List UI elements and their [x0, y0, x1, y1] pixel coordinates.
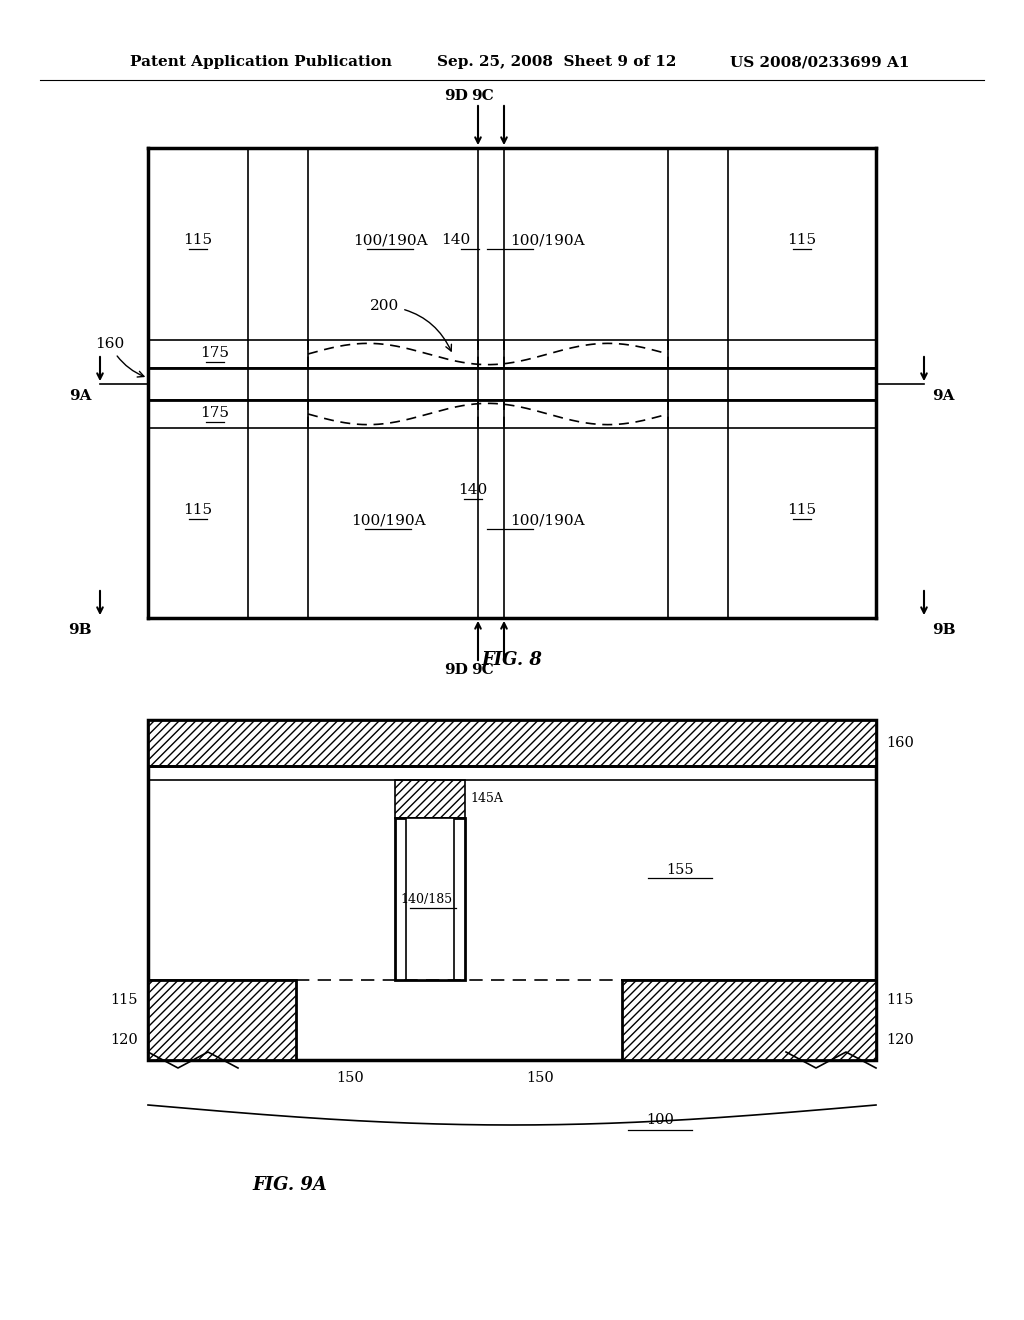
Text: 175: 175	[201, 346, 229, 360]
Bar	[148, 979, 296, 1060]
Text: 115: 115	[787, 503, 816, 517]
Text: 115: 115	[787, 234, 816, 247]
Text: 100/190A: 100/190A	[510, 234, 585, 247]
Text: 160: 160	[886, 737, 913, 750]
Text: US 2008/0233699 A1: US 2008/0233699 A1	[730, 55, 909, 69]
Bar	[148, 719, 876, 766]
Text: 9D: 9D	[444, 663, 468, 677]
Text: 9B: 9B	[69, 623, 92, 638]
Text: 140: 140	[440, 234, 470, 247]
Text: Patent Application Publication: Patent Application Publication	[130, 55, 392, 69]
Text: 115: 115	[886, 993, 913, 1007]
Text: 155: 155	[667, 863, 694, 876]
Text: 175: 175	[201, 407, 229, 420]
Text: 9A: 9A	[70, 389, 92, 403]
Text: 9D: 9D	[444, 88, 468, 103]
Text: 150: 150	[526, 1071, 554, 1085]
Text: 145A: 145A	[470, 792, 503, 805]
Text: FIG. 9A: FIG. 9A	[253, 1176, 328, 1195]
Bar	[406, 818, 454, 979]
Text: 115: 115	[183, 503, 213, 517]
Text: 100/190A: 100/190A	[352, 234, 427, 247]
Bar	[395, 780, 465, 818]
Text: 100: 100	[646, 1113, 674, 1127]
Text: 9A: 9A	[932, 389, 954, 403]
Text: Sep. 25, 2008  Sheet 9 of 12: Sep. 25, 2008 Sheet 9 of 12	[437, 55, 677, 69]
Text: 120: 120	[886, 1034, 913, 1047]
Text: 140: 140	[459, 483, 487, 498]
Text: FIG. 8: FIG. 8	[481, 651, 543, 669]
Bar	[622, 979, 876, 1060]
Text: 150: 150	[336, 1071, 364, 1085]
Text: 9B: 9B	[932, 623, 955, 638]
Text: 115: 115	[183, 234, 213, 247]
Text: 120: 120	[111, 1034, 138, 1047]
Text: 115: 115	[111, 993, 138, 1007]
Bar	[395, 818, 465, 979]
Text: 100/190A: 100/190A	[510, 513, 585, 527]
Bar	[148, 719, 876, 1060]
Text: 9C: 9C	[471, 88, 494, 103]
Text: 200: 200	[370, 300, 452, 351]
Text: 100/190A: 100/190A	[350, 513, 425, 527]
Text: 160: 160	[95, 337, 144, 378]
Text: 140/185: 140/185	[400, 892, 453, 906]
Text: 9C: 9C	[471, 663, 494, 677]
